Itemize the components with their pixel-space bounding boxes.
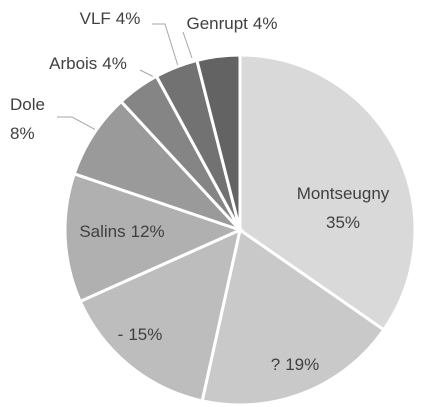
data-label: -15%	[118, 325, 163, 344]
data-label: Arbois 4%	[49, 54, 127, 73]
category-label: ?	[271, 355, 280, 374]
data-label: Dole 8%	[10, 95, 45, 143]
category-label: Arbois	[49, 54, 97, 73]
category-label: Genrupt	[186, 14, 248, 33]
category-label: Salins	[79, 222, 125, 241]
value-label: 19%	[285, 355, 319, 374]
value-label: 15%	[128, 325, 162, 344]
value-label: 4%	[253, 14, 278, 33]
category-label: -	[118, 325, 124, 344]
data-label: Genrupt 4%	[186, 14, 277, 33]
pie-slice	[78, 227, 243, 403]
category-label: Montseugny	[297, 184, 390, 203]
leader-line	[182, 31, 193, 59]
data-label: Montseugny 35%	[297, 184, 390, 232]
pie-slice	[200, 227, 386, 407]
value-label: 35%	[326, 213, 360, 232]
leader-line	[57, 116, 97, 131]
value-label: 8%	[10, 124, 35, 143]
value-label: 4%	[116, 9, 141, 28]
data-label: Salins 12%	[79, 222, 164, 241]
category-label: Dole	[10, 95, 45, 114]
value-label: 12%	[131, 222, 165, 241]
pie-slice	[63, 171, 245, 304]
pie-slice	[195, 53, 242, 231]
data-label: VLF 4%	[80, 9, 141, 28]
pie-slice	[238, 53, 417, 332]
data-label: ? 19%	[271, 355, 320, 374]
category-label: VLF	[80, 9, 111, 28]
leader-line	[152, 23, 179, 67]
value-label: 4%	[102, 54, 127, 73]
